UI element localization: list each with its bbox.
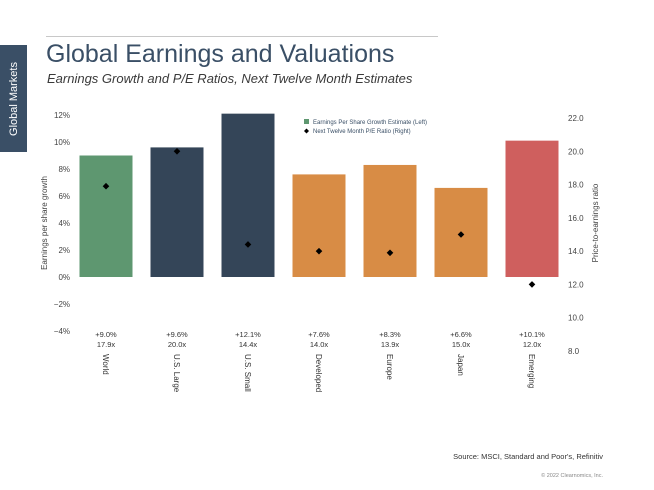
y-tick-label: 4%	[58, 219, 70, 228]
copyright-note: © 2022 Clearnomics, Inc.	[541, 473, 603, 479]
y2-axis-title: Price-to-earnings ratio	[591, 183, 600, 262]
pe-label: 12.0x	[523, 340, 542, 349]
pe-label: 20.0x	[168, 340, 187, 349]
y2-tick-label: 20.0	[568, 147, 584, 156]
legend-marker-pe	[304, 128, 309, 134]
y-axis-title: Earnings per share growth	[40, 176, 49, 270]
y-tick-label: −2%	[54, 300, 70, 309]
pe-marker	[173, 147, 181, 155]
growth-label: +8.3%	[379, 330, 401, 339]
category-label: Emerging	[527, 354, 536, 388]
category-label: U.S. Small	[243, 354, 252, 392]
bar	[79, 155, 133, 277]
pe-label: 17.9x	[97, 340, 116, 349]
legend-label-eps: Earnings Per Share Growth Estimate (Left…	[313, 120, 427, 126]
growth-label: +9.0%	[95, 330, 117, 339]
y-tick-label: 10%	[54, 138, 70, 147]
pe-marker	[244, 241, 252, 248]
category-label: Japan	[456, 354, 465, 376]
pe-label: 14.4x	[239, 340, 258, 349]
side-tab: Global Markets	[0, 45, 27, 152]
y2-tick-label: 10.0	[568, 314, 584, 323]
y2-tick-label: 12.0	[568, 280, 584, 289]
page-title: Global Earnings and Valuations	[46, 40, 395, 68]
y-tick-label: 2%	[58, 246, 70, 255]
pe-marker	[102, 182, 110, 190]
title-rule	[46, 36, 438, 37]
category-label: Europe	[385, 354, 394, 380]
pe-label: 13.9x	[381, 340, 400, 349]
y2-tick-label: 8.0	[568, 347, 580, 356]
y-tick-label: 8%	[58, 165, 70, 174]
pe-label: 15.0x	[452, 340, 471, 349]
pe-marker	[528, 281, 536, 288]
growth-label: +9.6%	[166, 330, 188, 339]
y-tick-label: 0%	[58, 273, 70, 282]
pe-marker	[457, 231, 465, 238]
pe-label: 14.0x	[310, 340, 329, 349]
page-subtitle: Earnings Growth and P/E Ratios, Next Twe…	[47, 71, 413, 86]
growth-label: +6.6%	[450, 330, 472, 339]
y-tick-label: 12%	[54, 111, 70, 120]
legend-swatch-eps	[304, 119, 309, 124]
growth-label: +7.6%	[308, 330, 330, 339]
y-tick-label: 6%	[58, 192, 70, 201]
y2-tick-label: 22.0	[568, 114, 584, 123]
bar	[363, 164, 417, 277]
pe-marker	[315, 247, 323, 255]
y2-tick-label: 14.0	[568, 247, 584, 256]
y-tick-label: −4%	[54, 327, 70, 336]
source-note: Source: MSCI, Standard and Poor's, Refin…	[453, 452, 603, 461]
category-label: World	[101, 354, 110, 375]
bar	[505, 140, 559, 277]
bar	[292, 174, 346, 277]
category-label: Developed	[314, 354, 323, 392]
y2-tick-label: 18.0	[568, 181, 584, 190]
growth-label: +12.1%	[235, 330, 261, 339]
bar	[150, 147, 204, 277]
growth-label: +10.1%	[519, 330, 545, 339]
legend-label-pe: Next Twelve Month P/E Ratio (Right)	[313, 129, 411, 135]
category-label: U.S. Large	[172, 354, 181, 393]
pe-marker	[386, 249, 394, 257]
bar	[221, 113, 275, 278]
y2-tick-label: 16.0	[568, 214, 584, 223]
